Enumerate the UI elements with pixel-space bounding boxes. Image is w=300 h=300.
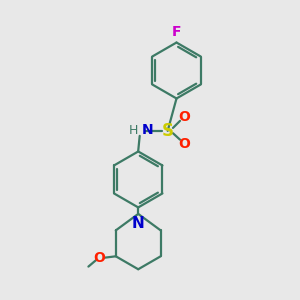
Text: O: O bbox=[178, 110, 190, 124]
Text: O: O bbox=[94, 251, 106, 265]
Text: H: H bbox=[129, 124, 138, 137]
Text: O: O bbox=[178, 136, 190, 151]
Text: N: N bbox=[142, 123, 154, 137]
Text: S: S bbox=[162, 122, 174, 140]
Text: N: N bbox=[132, 216, 145, 231]
Text: F: F bbox=[172, 25, 181, 39]
